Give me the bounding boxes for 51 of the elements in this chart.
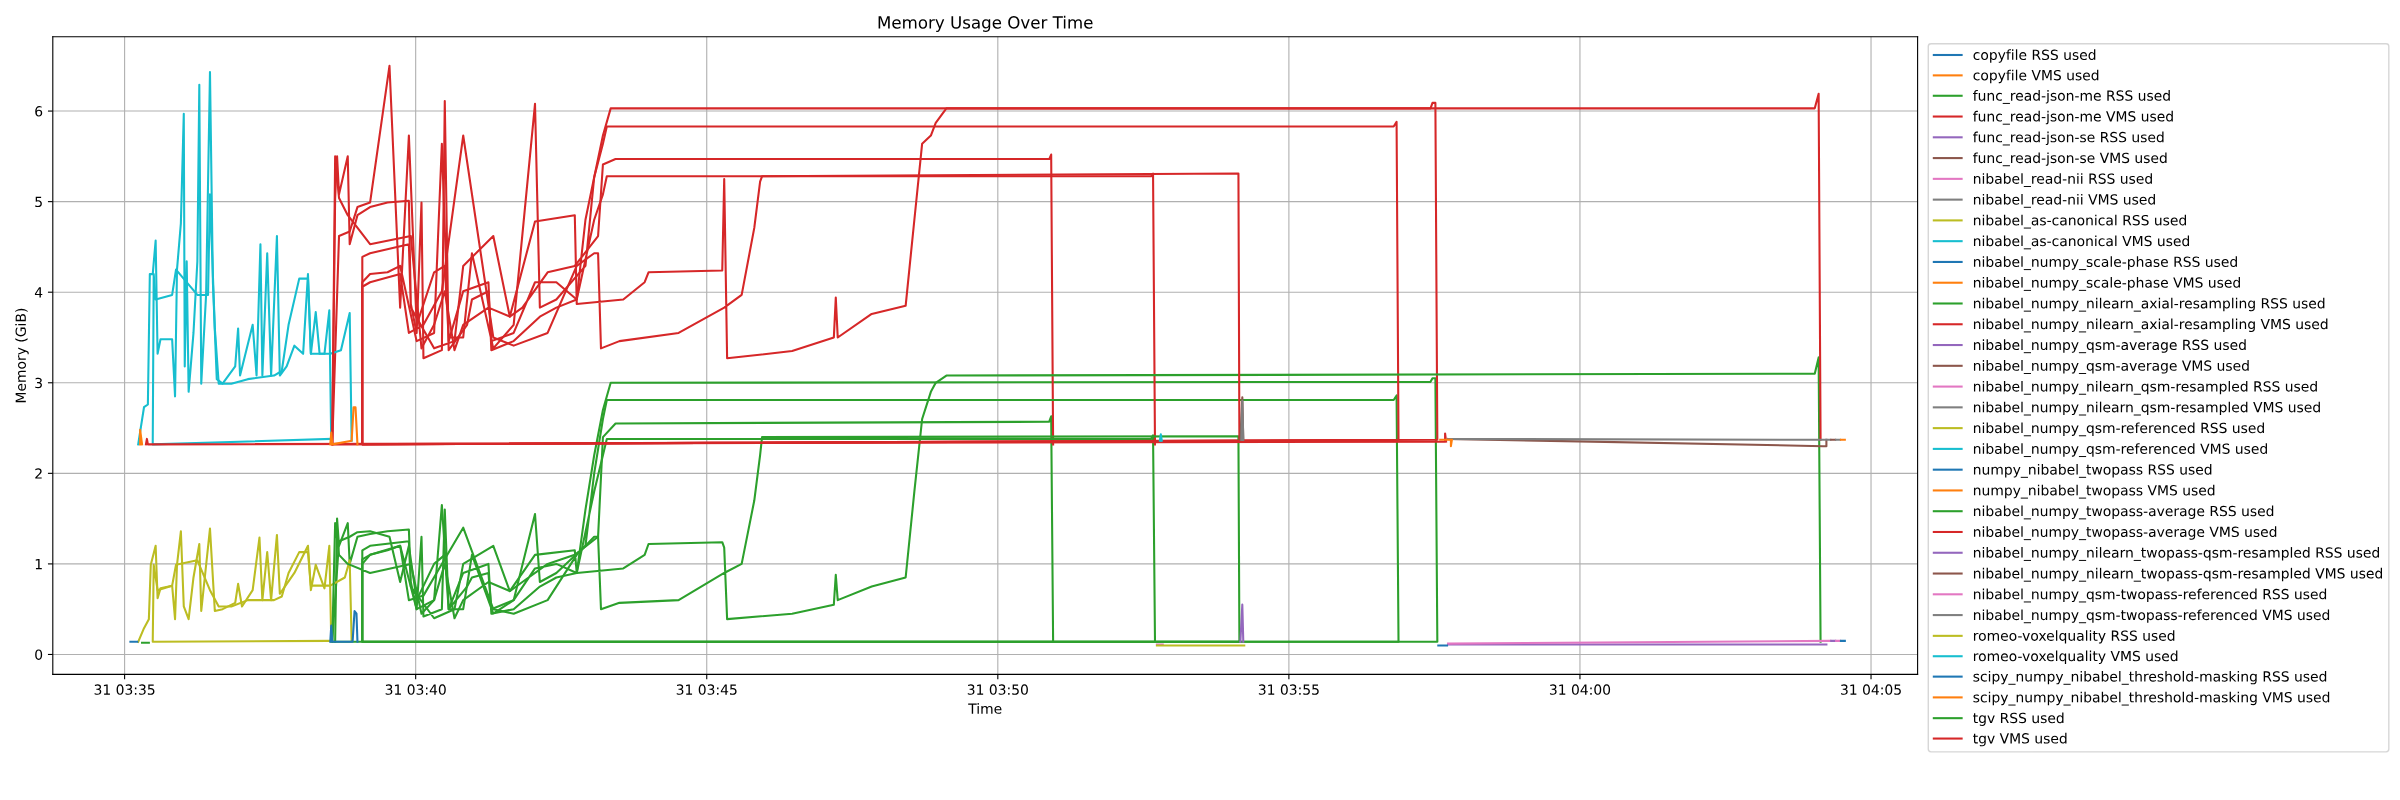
x-tick-label: 31 03:45: [676, 684, 737, 695]
y-tick-label: 6: [35, 106, 43, 117]
legend-label: nibabel_read-nii RSS used: [1973, 173, 2152, 187]
legend-label: nibabel_numpy_twopass-average RSS used: [1973, 505, 2274, 520]
x-tick-label: 31 03:55: [1258, 684, 1319, 695]
y-tick-label: 3: [35, 377, 42, 389]
legend-label: nibabel_numpy_qsm-twopass-referenced VMS used: [1973, 609, 2330, 624]
x-tick-label: 31 04:00: [1549, 684, 1611, 695]
legend-label: numpy_nibabel_twopass VMS used: [1973, 484, 2215, 499]
y-tick-label: 0: [35, 649, 43, 660]
legend-label: nibabel_numpy_qsm-referenced VMS used: [1973, 443, 2267, 458]
legend-label: nibabel_numpy_qsm-average RSS used: [1973, 339, 2246, 354]
y-tick-label: 5: [35, 196, 42, 208]
legend-label: nibabel_numpy_nilearn_twopass-qsm-resampled VMS used: [1973, 567, 2383, 582]
legend-label: nibabel_numpy_nilearn_qsm-resampled RSS used: [1973, 380, 2317, 395]
legend-label: scipy_numpy_nibabel_threshold-masking RSS used: [1973, 670, 2327, 685]
legend-label: romeo-voxelquality RSS used: [1973, 630, 2175, 644]
legend-label: scipy_numpy_nibabel_threshold-masking VMS used: [1973, 691, 2330, 706]
legend-label: numpy_nibabel_twopass RSS used: [1973, 463, 2212, 478]
x-tick-label: 31 04:05: [1841, 684, 1901, 695]
legend-label: func_read-json-se VMS used: [1973, 152, 2167, 167]
y-tick-label: 2: [35, 468, 42, 479]
legend-label: nibabel_numpy_scale-phase RSS used: [1973, 256, 2237, 271]
chart-title: Memory Usage Over Time: [878, 15, 1093, 32]
legend-label: nibabel_numpy_scale-phase VMS used: [1973, 277, 2240, 291]
legend-label: nibabel_numpy_nilearn_axial-resampling VMS used: [1973, 318, 2328, 333]
legend-label: tgv VMS used: [1973, 732, 2067, 747]
legend-label: nibabel_numpy_twopass-average VMS used: [1973, 526, 2277, 541]
legend-label: nibabel_numpy_nilearn_qsm-resampled VMS used: [1973, 401, 2320, 416]
legend-label: func_read-json-se RSS used: [1973, 131, 2164, 146]
legend-label: func_read-json-me VMS used: [1973, 110, 2173, 125]
legend-label: nibabel_numpy_nilearn_twopass-qsm-resampled RSS used: [1973, 547, 2379, 561]
x-tick-label: 31 03:35: [94, 684, 155, 695]
legend-label: nibabel_as-canonical VMS used: [1973, 235, 2190, 250]
legend-label: copyfile VMS used: [1973, 69, 2099, 84]
legend-label: nibabel_numpy_qsm-referenced RSS used: [1973, 422, 2264, 437]
legend-label: nibabel_numpy_qsm-twopass-referenced RSS used: [1973, 588, 2327, 603]
legend-label: nibabel_numpy_qsm-average VMS used: [1973, 360, 2249, 374]
legend-label: func_read-json-me RSS used: [1973, 90, 2170, 104]
x-axis-title: Time: [968, 703, 1002, 714]
legend-label: nibabel_read-nii VMS used: [1973, 193, 2155, 208]
legend-label: nibabel_numpy_nilearn_axial-resampling RSS used: [1973, 297, 2325, 312]
legend-label: romeo-voxelquality VMS used: [1973, 650, 2178, 664]
y-tick-label: 1: [35, 559, 42, 570]
x-tick-label: 31 03:40: [385, 684, 446, 695]
legend-label: copyfile RSS used: [1973, 49, 2096, 63]
x-tick-label: 31 03:50: [967, 684, 1028, 695]
y-tick-label: 4: [34, 287, 43, 298]
legend-label: tgv RSS used: [1973, 712, 2064, 726]
legend-label: nibabel_as-canonical RSS used: [1973, 214, 2186, 229]
y-axis-title: Memory (GiB): [15, 308, 29, 403]
